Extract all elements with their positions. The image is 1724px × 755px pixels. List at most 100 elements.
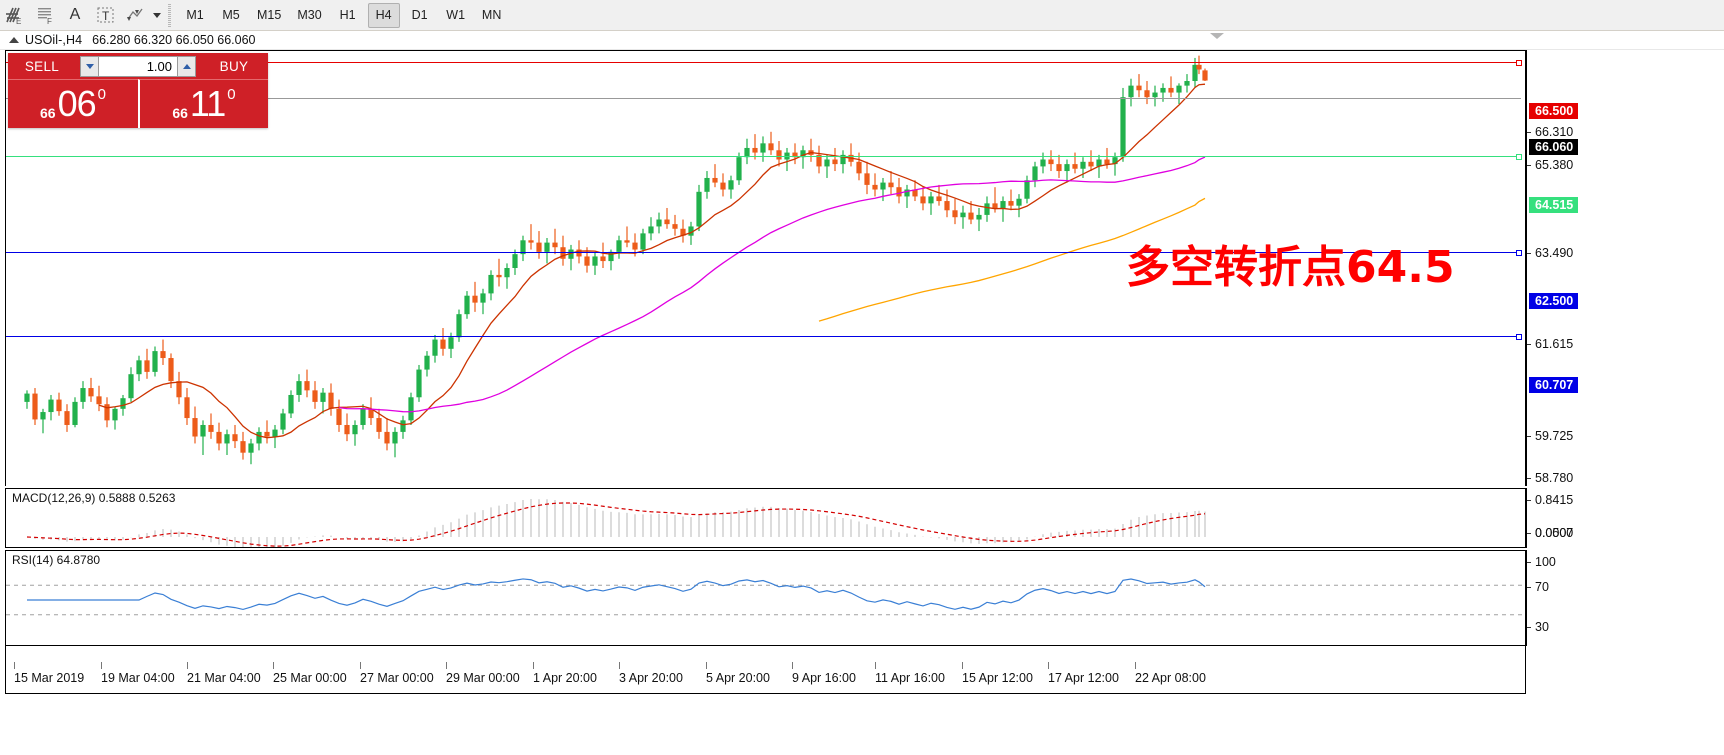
candle (1024, 175, 1030, 204)
candle (600, 242, 606, 268)
price-tick-2: 66.060 (1529, 139, 1579, 155)
time-mark-3 (273, 662, 274, 669)
candle (312, 381, 318, 409)
time-label-4: 27 Mar 00:00 (360, 671, 434, 685)
timeframe-mn[interactable]: MN (481, 8, 502, 22)
pivot-64515[interactable] (6, 154, 1522, 160)
time-axis[interactable]: 15 Mar 2019 19 Mar 04:00 21 Mar 04:00 25 Ma… (5, 646, 1526, 694)
rsi-tick-0: 100 (1527, 555, 1556, 569)
timeframe-h1[interactable]: H1 (339, 8, 356, 22)
sell-price-sup: 0 (97, 86, 106, 103)
time-label-9: 9 Apr 16:00 (792, 671, 856, 685)
candle (776, 141, 782, 167)
buy-price-whole: 66 (172, 105, 188, 121)
candle (336, 399, 342, 432)
svg-text:F: F (47, 17, 52, 25)
price-axis-macd[interactable]: 0.8415 0.0000 0.0507 (1526, 488, 1724, 548)
bid-line-66060[interactable] (6, 98, 1521, 99)
ma-fast (98, 83, 1206, 439)
macd-pane[interactable]: MACD(12,26,9) 0.5888 0.5263 (5, 488, 1526, 548)
timeframe-m5[interactable]: M5 (222, 8, 240, 22)
candle (688, 221, 694, 245)
sell-label[interactable]: SELL (8, 53, 76, 79)
support-62500[interactable] (6, 250, 1522, 256)
candle (984, 196, 990, 222)
candle (816, 145, 822, 174)
candle (928, 191, 934, 215)
time-mark-5 (446, 662, 447, 669)
time-label-3: 25 Mar 00:00 (273, 671, 347, 685)
resistance-66500-handle[interactable] (1516, 60, 1522, 66)
candle (1202, 68, 1208, 82)
candle (344, 413, 350, 442)
resistance-66500[interactable] (6, 60, 1522, 66)
symbol-name: USOil-,H4 (25, 33, 83, 47)
buy-button[interactable]: 66 11 0 (138, 79, 268, 128)
rsi-pane[interactable]: RSI(14) 64.8780 (5, 550, 1526, 646)
candle (400, 415, 406, 439)
symbol-ohlc: 66.280 66.320 66.050 66.060 (92, 33, 256, 47)
crosshair-grid-icon[interactable]: F (30, 1, 60, 30)
candle (176, 371, 182, 405)
collapse-arrow-icon[interactable] (9, 37, 19, 43)
support-62500-handle[interactable] (1516, 250, 1522, 256)
timeframe-m30[interactable]: M30 (297, 8, 322, 22)
time-mark-4 (360, 662, 361, 669)
timeframe-h4[interactable]: H4 (367, 2, 400, 28)
time-mark-0 (14, 662, 15, 669)
candle (672, 214, 678, 236)
candle (320, 388, 326, 414)
timeframe-w1[interactable]: W1 (446, 8, 466, 22)
price-axis-rsi[interactable]: 100 70 30 (1526, 550, 1724, 646)
candle (408, 392, 414, 425)
candle (920, 187, 926, 211)
candle (1168, 76, 1174, 98)
rsi-tick-1: 70 (1527, 580, 1549, 594)
candle (976, 207, 982, 232)
price-axis-main[interactable]: 66.500 66.310 66.060 65.380 64.515 63.490 62.5… (1526, 50, 1724, 526)
candle (1008, 189, 1014, 211)
candle (1032, 161, 1038, 188)
volume-decrease-icon[interactable] (80, 55, 99, 77)
timeframe-d1[interactable]: D1 (411, 8, 428, 22)
support-60707[interactable] (6, 334, 1522, 340)
candle (288, 390, 294, 419)
time-label-2: 21 Mar 04:00 (187, 671, 261, 685)
candle (136, 355, 142, 382)
candle (624, 226, 630, 248)
volume-input[interactable]: 1.00 (99, 55, 177, 77)
support-60707-handle[interactable] (1516, 334, 1522, 340)
timeframe-m15[interactable]: M15 (257, 8, 282, 22)
buy-label[interactable]: BUY (200, 53, 268, 79)
candle (936, 184, 942, 206)
timeframe-m1[interactable]: M1 (186, 8, 204, 22)
sell-button[interactable]: 66 06 0 (8, 79, 138, 128)
candle (392, 427, 398, 458)
candle (232, 424, 238, 449)
rsi-line (27, 578, 1206, 611)
indicators-icon[interactable]: E (0, 1, 30, 30)
objects-dropdown-caret-icon[interactable] (150, 1, 164, 30)
text-label-icon[interactable]: A (69, 6, 81, 23)
buy-price-big: 11 (189, 83, 226, 124)
candle (304, 369, 310, 398)
ma-mid (338, 156, 1206, 413)
candle (768, 131, 774, 155)
volume-increase-icon[interactable] (177, 55, 196, 77)
time-mark-12 (1048, 662, 1049, 669)
time-mark-1 (101, 662, 102, 669)
text-box-icon[interactable]: T (90, 1, 120, 30)
candle (1184, 74, 1190, 93)
time-mark-6 (533, 662, 534, 669)
bottom-strip (0, 694, 1724, 755)
time-mark-13 (1135, 662, 1136, 669)
candle (944, 189, 950, 218)
candle (864, 161, 870, 195)
objects-icon[interactable] (120, 1, 150, 30)
pivot-64515-handle[interactable] (1516, 154, 1522, 160)
candle (48, 394, 54, 421)
candle (192, 406, 198, 444)
candle (480, 288, 486, 315)
candle (560, 235, 566, 266)
scroll-marker-icon[interactable] (1210, 33, 1224, 39)
